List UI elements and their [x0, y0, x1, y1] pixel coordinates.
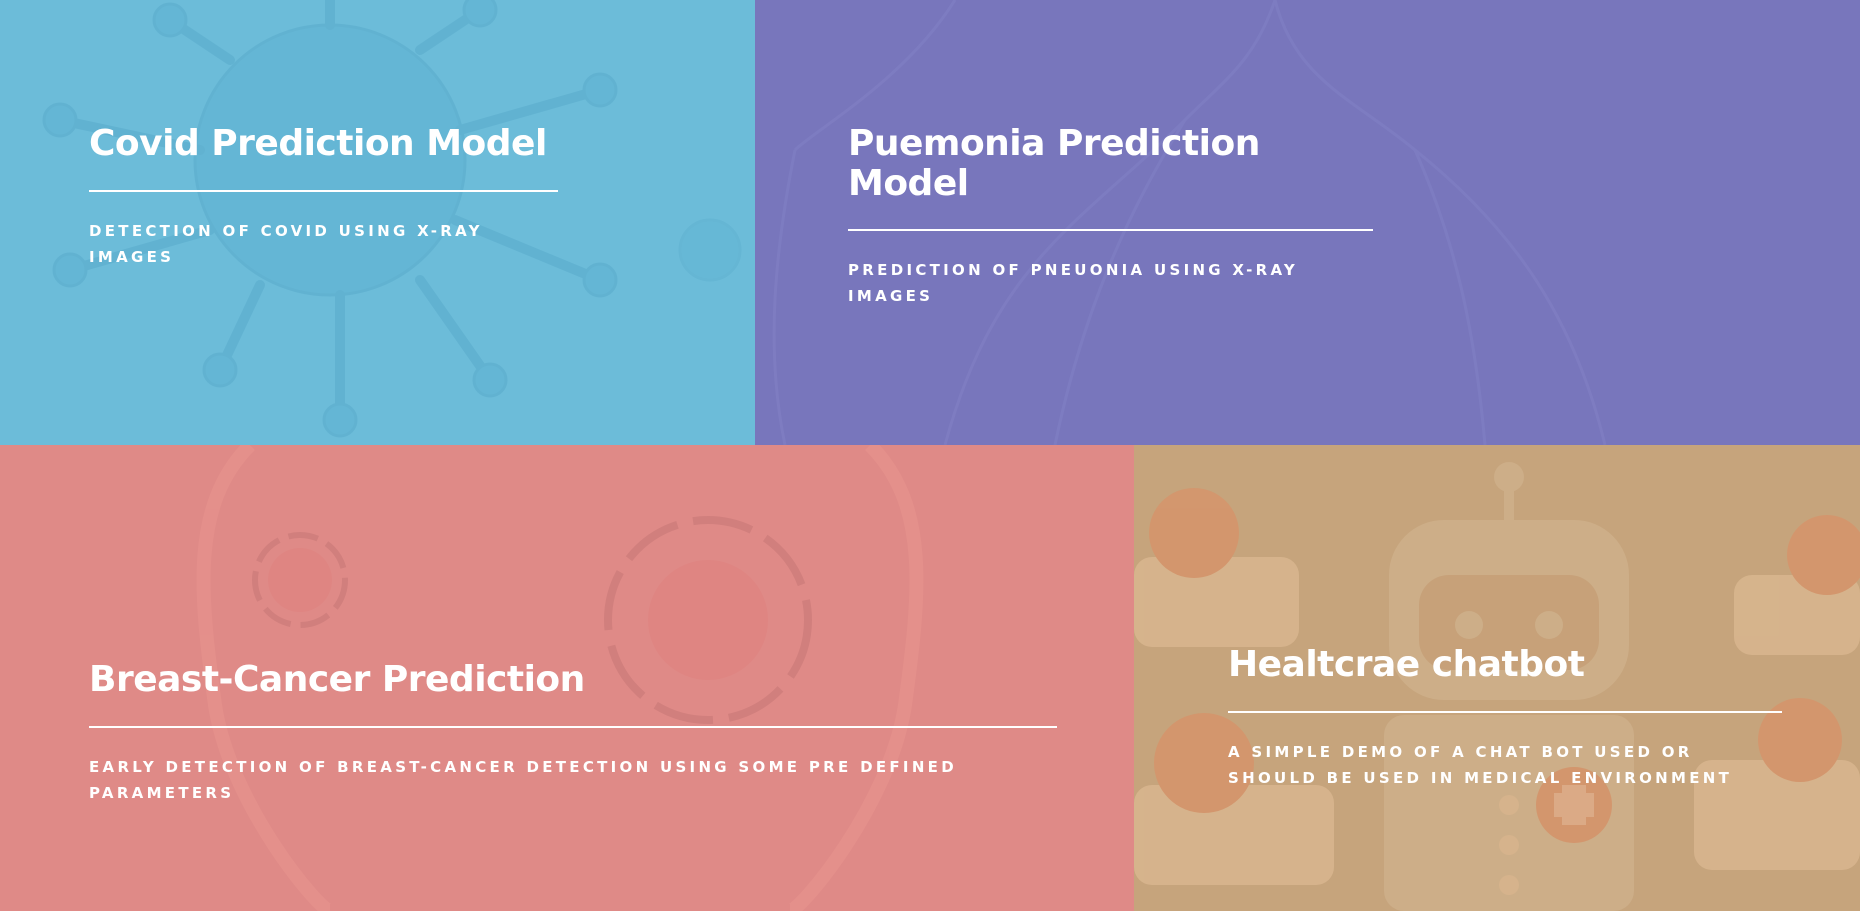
card-subtitle: A simple demo of a chat bot used or shou…: [1228, 742, 1733, 787]
card-subtitle: Detection of covid using x-ray images: [89, 221, 483, 266]
card-title: Healtcrae chatbot: [1228, 644, 1585, 685]
pneumonia-prediction-card[interactable]: Puemonia Prediction Model Prediction of …: [755, 0, 1860, 445]
healthcare-chatbot-card[interactable]: Healtcrae chatbot A simple demo of a cha…: [1134, 445, 1860, 911]
title-divider: [89, 725, 1057, 728]
card-subtitle: Prediction of pneuonia using x-ray image…: [848, 261, 1299, 306]
card-title: Breast-Cancer Prediction: [89, 659, 585, 700]
heartbeat-icon: [1154, 713, 1254, 813]
lungs-icon: [772, 0, 1607, 445]
breast-cancer-prediction-card[interactable]: Breast-Cancer Prediction Early detection…: [0, 445, 1134, 911]
clipboard-icon: [1149, 488, 1239, 578]
title-divider: [89, 189, 558, 192]
robot-icon: [1134, 462, 1860, 911]
title-divider: [1228, 710, 1782, 713]
card-title: Puemonia Prediction Model: [848, 123, 1260, 204]
title-divider: [848, 229, 1373, 232]
card-title: Covid Prediction Model: [89, 123, 547, 164]
virus-icon: [42, 0, 742, 438]
card-subtitle: Early detection of breast-cancer detecti…: [89, 757, 957, 802]
chat-bubble-icon: [1134, 557, 1299, 647]
calendar-icon: [1758, 698, 1842, 782]
covid-prediction-card[interactable]: Covid Prediction Model Detection of covi…: [0, 0, 755, 445]
breast-scan-icon: [196, 445, 924, 911]
scale-icon: [1787, 515, 1860, 595]
